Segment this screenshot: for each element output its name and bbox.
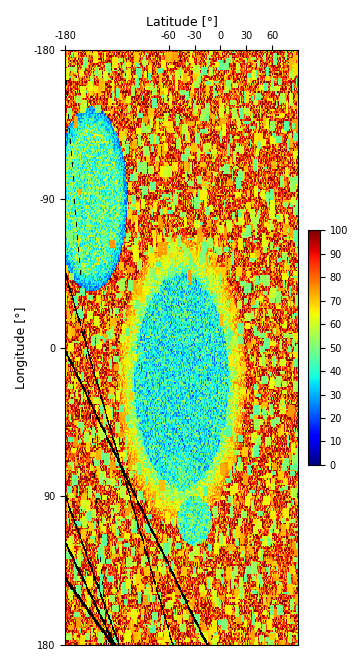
Y-axis label: Longitude [°]: Longitude [°]: [15, 306, 28, 389]
X-axis label: Latitude [°]: Latitude [°]: [146, 15, 217, 28]
